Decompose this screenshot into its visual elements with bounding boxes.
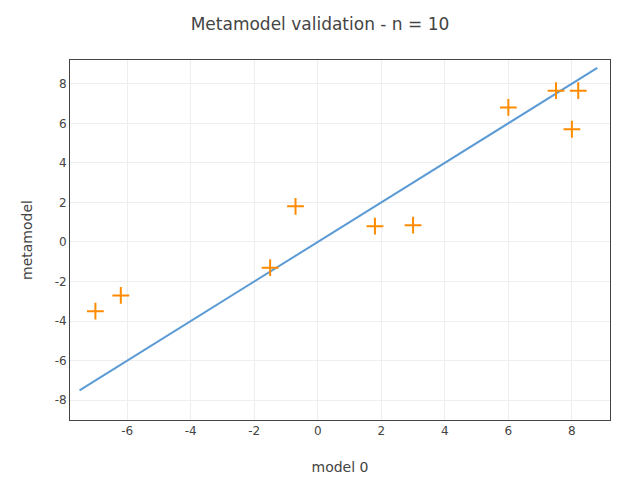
- svg-text:model 0: model 0: [312, 459, 369, 475]
- svg-text:-6: -6: [121, 424, 133, 438]
- svg-text:-4: -4: [185, 424, 197, 438]
- svg-text:4: 4: [59, 156, 67, 170]
- svg-text:6: 6: [505, 424, 513, 438]
- svg-text:-6: -6: [55, 354, 67, 368]
- svg-text:2: 2: [59, 196, 67, 210]
- svg-text:-4: -4: [55, 314, 67, 328]
- svg-text:6: 6: [59, 117, 67, 131]
- svg-text:Metamodel validation - n = 10: Metamodel validation - n = 10: [191, 14, 450, 34]
- svg-text:-2: -2: [55, 275, 67, 289]
- svg-text:8: 8: [568, 424, 576, 438]
- svg-text:0: 0: [314, 424, 322, 438]
- svg-text:0: 0: [59, 235, 67, 249]
- svg-text:-2: -2: [248, 424, 260, 438]
- svg-text:metamodel: metamodel: [19, 200, 35, 280]
- svg-text:8: 8: [59, 77, 67, 91]
- svg-text:2: 2: [377, 424, 385, 438]
- svg-text:-8: -8: [55, 393, 67, 407]
- svg-text:4: 4: [441, 424, 449, 438]
